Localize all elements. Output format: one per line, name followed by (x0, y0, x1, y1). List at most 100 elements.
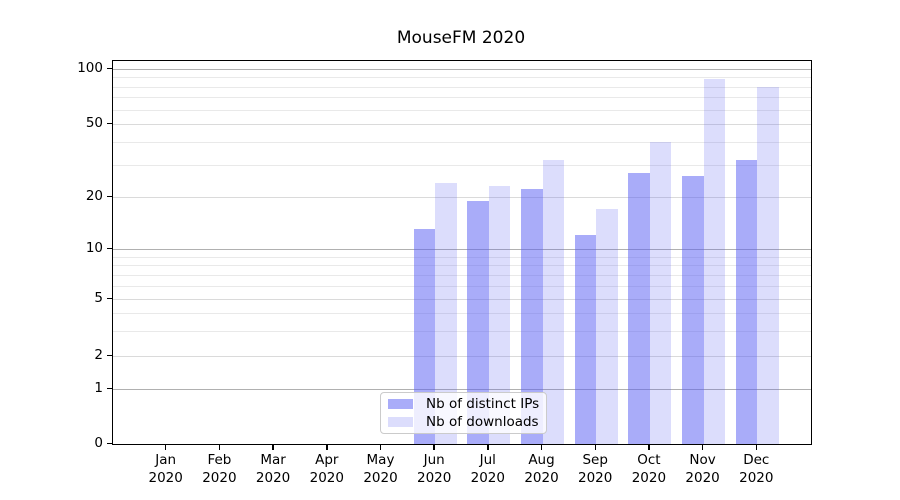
x-tick-month: Dec (743, 452, 770, 468)
x-tick-mark-mar (272, 444, 274, 450)
y-tick-label-100: 100 (77, 60, 103, 76)
bar-distinct-ips-aug (521, 189, 543, 444)
bar-downloads-oct (649, 141, 672, 444)
x-tick-label-jun: Jun 2020 (406, 451, 462, 487)
legend-item-downloads: Nb of downloads (388, 414, 546, 430)
x-tick-month: Feb (207, 452, 232, 468)
legend-swatch-downloads (388, 417, 413, 428)
x-tick-month: Aug (528, 452, 555, 468)
gridline-7 (113, 274, 811, 276)
legend-item-distinct-ips: Nb of distinct IPs (388, 396, 546, 412)
x-tick-month: May (366, 452, 395, 468)
x-tick-label-jul: Jul 2020 (460, 451, 516, 487)
gridline-3 (113, 330, 811, 332)
x-tick-mark-may (379, 444, 382, 450)
y-tick-mark-0 (107, 442, 112, 444)
bar-distinct-ips-sep (574, 235, 597, 444)
x-tick-month: Jul (479, 452, 496, 468)
y-tick-mark-20 (107, 195, 112, 197)
x-tick-label-mar: Mar 2020 (245, 451, 301, 487)
gridline-40 (113, 141, 811, 143)
x-tick-label-aug: Aug 2020 (514, 451, 570, 487)
y-tick-mark-50 (107, 122, 112, 124)
plot-area (112, 60, 812, 445)
bar-downloads-dec (757, 86, 779, 444)
x-tick-label-feb: Feb 2020 (191, 451, 247, 487)
bar-distinct-ips-dec (735, 159, 758, 444)
x-tick-mark-jun (433, 444, 435, 450)
gridline-1 (113, 389, 811, 390)
y-tick-mark-2 (107, 354, 112, 356)
gridline-80 (113, 86, 811, 88)
x-tick-label-may: May 2020 (353, 451, 409, 487)
x-tick-month: Sep (582, 452, 608, 468)
bar-downloads-jul (488, 185, 511, 444)
x-tick-year: 2020 (739, 470, 774, 486)
legend: Nb of distinct IPs Nb of downloads (380, 392, 547, 434)
y-tick-mark-5 (107, 297, 112, 299)
gridline-100 (113, 69, 811, 70)
gridline-20 (113, 197, 811, 198)
y-tick-label-0: 0 (94, 435, 103, 451)
gridline-10 (113, 249, 811, 250)
x-tick-label-jan: Jan 2020 (138, 451, 194, 487)
gridline-4 (113, 312, 811, 314)
gridline-5 (113, 299, 811, 300)
x-tick-mark-dec (755, 444, 758, 450)
legend-swatch-distinct-ips (388, 398, 413, 409)
gridline-30 (113, 164, 811, 166)
y-tick-mark-100 (107, 67, 112, 69)
x-tick-month: Mar (260, 452, 286, 468)
gridline-60 (113, 109, 811, 111)
x-tick-year: 2020 (631, 470, 667, 486)
x-tick-year: 2020 (202, 470, 237, 486)
gridline-50 (113, 124, 811, 125)
y-tick-label-10: 10 (85, 240, 103, 256)
bar-distinct-ips-oct (628, 173, 650, 444)
x-tick-year: 2020 (363, 470, 398, 486)
x-tick-year: 2020 (685, 470, 720, 486)
bar-downloads-nov (703, 79, 726, 444)
x-tick-year: 2020 (578, 470, 613, 486)
gridline-9 (113, 256, 811, 258)
bar-downloads-aug (542, 159, 564, 444)
x-tick-mark-oct (648, 444, 650, 450)
x-tick-label-apr: Apr 2020 (299, 451, 355, 487)
bar-distinct-ips-jun (413, 229, 436, 444)
y-tick-mark-10 (107, 247, 112, 249)
gridline-8 (113, 265, 811, 267)
x-tick-year: 2020 (417, 470, 452, 486)
x-tick-month: Jun (423, 452, 445, 468)
x-tick-mark-nov (701, 444, 704, 450)
x-tick-month: Jan (155, 452, 177, 468)
x-tick-year: 2020 (309, 470, 344, 486)
x-tick-label-dec: Dec 2020 (728, 451, 784, 487)
x-tick-mark-aug (540, 444, 543, 450)
bar-distinct-ips-nov (682, 176, 704, 444)
x-tick-label-nov: Nov 2020 (675, 451, 731, 487)
y-tick-label-20: 20 (85, 188, 103, 204)
x-tick-year: 2020 (148, 470, 183, 486)
gridline-6 (113, 285, 811, 287)
x-tick-label-oct: Oct 2020 (621, 451, 677, 487)
gridline-2 (113, 356, 811, 357)
x-tick-year: 2020 (524, 470, 559, 486)
bar-downloads-jun (435, 182, 457, 444)
x-tick-month: Nov (689, 452, 716, 468)
y-tick-label-1: 1 (94, 380, 103, 396)
y-tick-mark-1 (107, 387, 112, 389)
legend-label-distinct-ips: Nb of distinct IPs (426, 395, 540, 412)
gridline-70 (113, 97, 811, 99)
x-tick-mark-sep (594, 444, 596, 450)
x-tick-month: Oct (637, 452, 661, 468)
bar-distinct-ips-jul (467, 200, 489, 444)
legend-label-downloads: Nb of downloads (426, 414, 539, 431)
x-tick-mark-jan (164, 444, 167, 450)
x-tick-mark-apr (326, 444, 328, 450)
chart-title: MouseFM 2020 (396, 28, 526, 48)
x-tick-year: 2020 (255, 470, 291, 486)
y-tick-label-2: 2 (94, 347, 103, 363)
x-tick-year: 2020 (470, 470, 505, 486)
y-tick-label-50: 50 (85, 115, 103, 131)
